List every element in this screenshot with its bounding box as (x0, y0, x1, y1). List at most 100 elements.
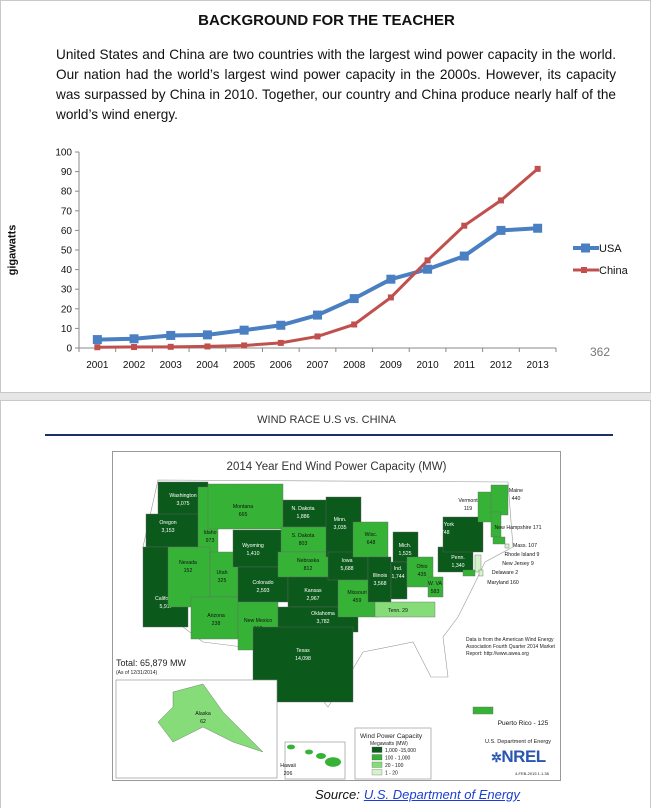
x-tick-label: 2011 (454, 360, 476, 371)
hawaii-island (305, 749, 313, 755)
data-point-usa (129, 334, 139, 344)
x-tick-label: 2009 (380, 360, 403, 371)
state-new-jersey (474, 554, 482, 573)
source-link[interactable]: U.S. Department of Energy (363, 787, 520, 802)
state-label: Nebraska (297, 558, 319, 564)
state-label: Minn. (334, 517, 347, 523)
y-tick-label: 70 (61, 206, 73, 217)
legend-title: Wind Power Capacity (360, 733, 423, 740)
state-label: California (155, 596, 177, 602)
y-tick-label: 50 (61, 246, 73, 257)
x-tick-label: 2003 (160, 360, 183, 371)
data-point-usa (349, 294, 359, 304)
data-point-usa (166, 330, 176, 340)
data-point-china (387, 294, 394, 301)
series-line-usa (97, 226, 538, 342)
state-value: 1,340 (452, 563, 465, 569)
y-tick-label: 30 (61, 285, 73, 296)
x-tick-label: 2004 (196, 360, 219, 371)
data-point-china (204, 343, 211, 350)
state-label: Vermont (458, 498, 478, 504)
state-label: Idaho (204, 530, 217, 536)
y-tick-label: 0 (66, 344, 72, 355)
state-label: New Jersey 9 (502, 561, 534, 567)
state-oregon (145, 513, 204, 548)
map-as-of: (As of 12/31/2014) (116, 670, 158, 676)
state-value: 435 (418, 572, 427, 578)
slide-subtitle: WIND RACE U.S vs. CHINA (257, 414, 396, 426)
state-label: Nevada (179, 560, 197, 566)
x-tick-label: 2013 (527, 360, 550, 371)
state-label: Colorado (252, 580, 273, 586)
legend-range: 100 - 1,000 (385, 756, 411, 762)
state-value: 1,410 (247, 551, 260, 557)
state-label: Tenn. 29 (388, 608, 408, 614)
wind-capacity-line-chart: 0 10 20 30 40 50 60 70 80 90 100 2001 2002 2003 2004 20… (55, 148, 629, 372)
state-value: 2,593 (257, 588, 270, 594)
data-point-usa (239, 325, 249, 335)
teacher-background-slide: BACKGROUND FOR THE TEACHER United States… (0, 0, 651, 393)
state-mass- (492, 536, 506, 545)
data-point-usa (423, 264, 433, 274)
state-label: Maine (509, 488, 523, 494)
state-value: 152 (184, 568, 193, 574)
state-value: 3,568 (374, 581, 387, 587)
state-value: 14,098 (295, 656, 311, 662)
state-rhode-island (504, 543, 510, 549)
state-maine (490, 484, 509, 516)
state-value: 812 (304, 566, 313, 572)
x-tick-label: 2001 (86, 360, 109, 371)
source-line: Source: U.S. Department of Energy (315, 787, 520, 802)
legend-unit: Megawatts (MW) (370, 741, 408, 747)
series-line-china (97, 167, 539, 349)
state-label: Missouri (347, 590, 366, 596)
map-title: 2014 Year End Wind Power Capacity (MW) (226, 461, 447, 473)
agency-label: U.S. Department of Energy (485, 739, 552, 745)
state-label: Delaware 2 (492, 570, 518, 576)
state-value: 1,525 (399, 551, 412, 557)
state-label: New York (432, 522, 454, 528)
y-axis-label: gigawatts (6, 224, 19, 276)
data-point-china (94, 344, 101, 351)
data-point-china (424, 257, 431, 264)
data-point-usa (92, 335, 102, 345)
state-value: 440 (512, 496, 521, 502)
state-value: 3,035 (334, 525, 347, 531)
data-point-china (461, 222, 468, 229)
page-number: 362 (590, 345, 611, 359)
state-label: Oregon (159, 520, 176, 526)
state-value: 5,917 (160, 604, 173, 610)
legend-label: China (599, 265, 629, 277)
state-n-dakota (282, 499, 329, 528)
x-tick-label: 2012 (490, 360, 513, 371)
wind-race-slide: WIND RACE U.S vs. CHINA 2014 Year End Wi… (0, 400, 651, 808)
state-label: New Hampshire 171 (495, 525, 542, 531)
state-label: Arizona (207, 613, 225, 619)
data-point-china (314, 333, 321, 340)
legend-label: USA (599, 243, 622, 255)
y-tick-label: 10 (61, 324, 73, 335)
state-value: 5,688 (341, 566, 354, 572)
hawaii-island (316, 753, 326, 759)
legend-swatch (371, 761, 383, 768)
state-value: 3,782 (317, 619, 330, 625)
state-vermont (477, 491, 493, 523)
map-drawing: Washington 3,075 Oregon 3,153 California 5,91… (115, 479, 549, 780)
x-tick-label: 2007 (306, 360, 329, 371)
state-label: Puerto Rico - 125 (498, 720, 549, 727)
state-value: 1,886 (297, 514, 310, 520)
data-point-usa (496, 225, 506, 235)
state-label: N. Dakota (291, 506, 314, 512)
state-value: 3,153 (162, 528, 175, 534)
state-kansas (287, 576, 344, 608)
state-label: Texas (296, 648, 310, 654)
state-illinois (367, 556, 392, 603)
state-value: 2,967 (307, 596, 320, 602)
intro-paragraph: United States and China are two countrie… (56, 47, 616, 122)
map-stamp: 4-FEB-2015 1.1.38 (515, 771, 549, 776)
data-point-china (167, 343, 174, 350)
state-w-va (427, 576, 444, 598)
state-label: Rhode Island 9 (505, 552, 540, 558)
data-point-usa (459, 251, 469, 261)
state-label: Washington (169, 493, 196, 499)
